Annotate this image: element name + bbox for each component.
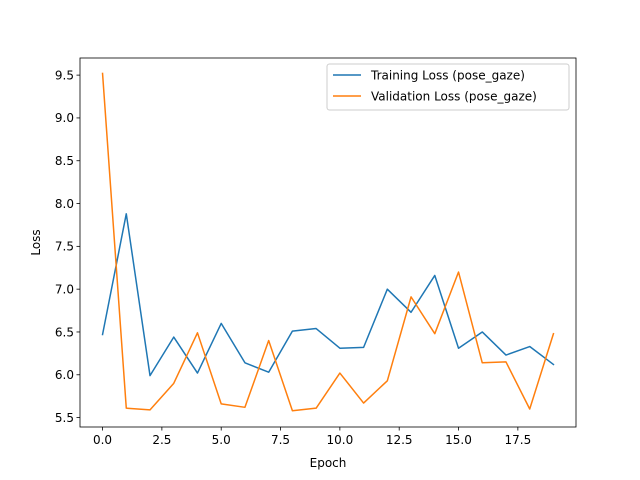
legend-box: [326, 63, 570, 111]
series-line-training-loss: [101, 213, 555, 377]
axes-frame: [79, 57, 577, 428]
x-tick-label: 10.0: [327, 433, 354, 447]
y-tick-label: 8.5: [55, 154, 74, 168]
y-tick-label: 6.0: [55, 368, 74, 382]
legend-label-training-loss: Training Loss (pose_gaze): [370, 68, 525, 82]
legend-label-validation-loss: Validation Loss (pose_gaze): [371, 89, 537, 103]
x-tick-label: 7.5: [271, 433, 290, 447]
y-axis-label: Loss: [29, 229, 43, 255]
x-tick-label: 15.0: [445, 433, 472, 447]
legend: Training Loss (pose_gaze) Validation Loss…: [326, 63, 570, 111]
x-tick-label: 17.5: [504, 433, 531, 447]
x-axis-label: Epoch: [310, 456, 347, 470]
x-tick-label: 12.5: [386, 433, 413, 447]
y-tick-label: 8.0: [55, 197, 74, 211]
y-tick-label: 9.0: [55, 111, 74, 125]
plot-area: 0.0 2.5 5.0 7.5 10.0 12.5 15.0 17.5 5.5 6.0 6.5 7.0…: [55, 57, 577, 447]
x-tick-label: 5.0: [212, 433, 231, 447]
y-tick-label: 9.5: [55, 68, 74, 82]
x-tick-label: 0.0: [93, 433, 112, 447]
series-line-validation-loss: [101, 72, 555, 412]
x-tick-label: 2.5: [152, 433, 171, 447]
y-tick-label: 7.0: [55, 282, 74, 296]
y-tick-label: 7.5: [55, 240, 74, 254]
y-tick-label: 5.5: [55, 411, 74, 425]
y-tick-label: 6.5: [55, 325, 74, 339]
